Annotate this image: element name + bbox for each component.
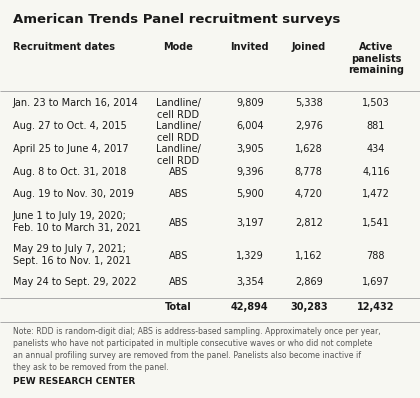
Text: ABS: ABS <box>169 218 188 228</box>
Text: April 25 to June 4, 2017: April 25 to June 4, 2017 <box>13 144 128 154</box>
Text: 2,812: 2,812 <box>295 218 323 228</box>
Text: Aug. 19 to Nov. 30, 2019: Aug. 19 to Nov. 30, 2019 <box>13 189 134 199</box>
Text: ABS: ABS <box>169 277 188 287</box>
Text: 4,116: 4,116 <box>362 167 390 177</box>
Text: 1,329: 1,329 <box>236 251 264 261</box>
Text: Aug. 27 to Oct. 4, 2015: Aug. 27 to Oct. 4, 2015 <box>13 121 126 131</box>
Text: 12,432: 12,432 <box>357 302 395 312</box>
Text: Landline/
cell RDD: Landline/ cell RDD <box>156 121 201 142</box>
Text: Jan. 23 to March 16, 2014: Jan. 23 to March 16, 2014 <box>13 98 138 108</box>
Text: 1,697: 1,697 <box>362 277 390 287</box>
Text: 1,503: 1,503 <box>362 98 390 108</box>
Text: 1,162: 1,162 <box>295 251 323 261</box>
Text: 1,541: 1,541 <box>362 218 390 228</box>
Text: 9,809: 9,809 <box>236 98 264 108</box>
Text: Landline/
cell RDD: Landline/ cell RDD <box>156 98 201 120</box>
Text: 30,283: 30,283 <box>290 302 328 312</box>
Text: Recruitment dates: Recruitment dates <box>13 42 115 52</box>
Text: Mode: Mode <box>163 42 194 52</box>
Text: 6,004: 6,004 <box>236 121 264 131</box>
Text: Note: RDD is random-digit dial; ABS is address-based sampling. Approximately onc: Note: RDD is random-digit dial; ABS is a… <box>13 327 380 373</box>
Text: 4,720: 4,720 <box>295 189 323 199</box>
Text: June 1 to July 19, 2020;
Feb. 10 to March 31, 2021: June 1 to July 19, 2020; Feb. 10 to Marc… <box>13 211 141 232</box>
Text: 2,869: 2,869 <box>295 277 323 287</box>
Text: Landline/
cell RDD: Landline/ cell RDD <box>156 144 201 166</box>
Text: 1,472: 1,472 <box>362 189 390 199</box>
Text: PEW RESEARCH CENTER: PEW RESEARCH CENTER <box>13 377 135 386</box>
Text: American Trends Panel recruitment surveys: American Trends Panel recruitment survey… <box>13 13 340 26</box>
Text: 2,976: 2,976 <box>295 121 323 131</box>
Text: 9,396: 9,396 <box>236 167 264 177</box>
Text: ABS: ABS <box>169 167 188 177</box>
Text: 8,778: 8,778 <box>295 167 323 177</box>
Text: ABS: ABS <box>169 189 188 199</box>
Text: 3,197: 3,197 <box>236 218 264 228</box>
Text: 788: 788 <box>367 251 385 261</box>
Text: May 29 to July 7, 2021;
Sept. 16 to Nov. 1, 2021: May 29 to July 7, 2021; Sept. 16 to Nov.… <box>13 244 131 265</box>
Text: 3,905: 3,905 <box>236 144 264 154</box>
Text: Aug. 8 to Oct. 31, 2018: Aug. 8 to Oct. 31, 2018 <box>13 167 126 177</box>
Text: 42,894: 42,894 <box>231 302 269 312</box>
Text: 434: 434 <box>367 144 385 154</box>
Text: Total: Total <box>165 302 192 312</box>
Text: May 24 to Sept. 29, 2022: May 24 to Sept. 29, 2022 <box>13 277 136 287</box>
Text: 5,338: 5,338 <box>295 98 323 108</box>
Text: Active
panelists
remaining: Active panelists remaining <box>348 42 404 75</box>
Text: ABS: ABS <box>169 251 188 261</box>
Text: 1,628: 1,628 <box>295 144 323 154</box>
Text: Joined: Joined <box>291 42 326 52</box>
Text: Invited: Invited <box>231 42 269 52</box>
Text: 5,900: 5,900 <box>236 189 264 199</box>
Text: 3,354: 3,354 <box>236 277 264 287</box>
Text: 881: 881 <box>367 121 385 131</box>
